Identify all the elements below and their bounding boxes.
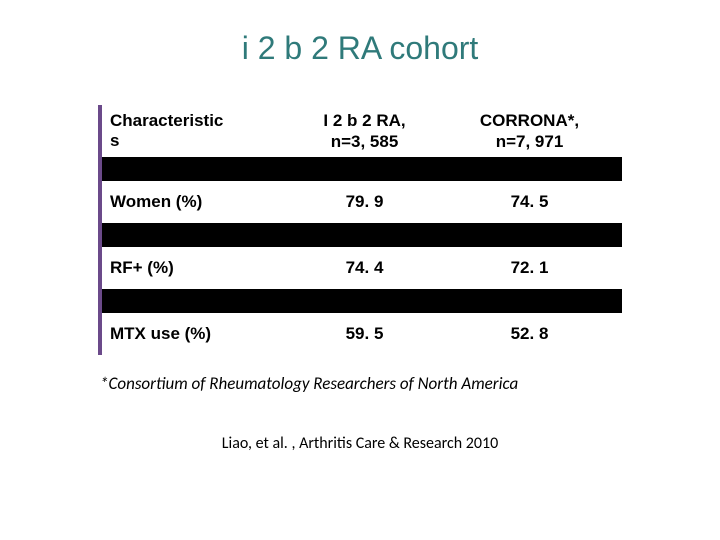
row-val-i2b2: 74. 4 bbox=[292, 247, 437, 289]
row-label: Women (%) bbox=[102, 181, 292, 223]
row-label: RF+ (%) bbox=[102, 247, 292, 289]
table-header-row: Characteristic s I 2 b 2 RA, n=3, 585 CO… bbox=[102, 105, 622, 157]
comparison-table: Characteristic s I 2 b 2 RA, n=3, 585 CO… bbox=[98, 105, 622, 355]
row-separator bbox=[102, 223, 622, 247]
slide: i 2 b 2 RA cohort Characteristic s I 2 b… bbox=[0, 0, 720, 540]
footnote: *Consortium of Rheumatology Researchers … bbox=[100, 373, 620, 394]
table-row: Women (%) 79. 9 74. 5 bbox=[102, 181, 622, 223]
col2-line2: n=7, 971 bbox=[496, 131, 564, 152]
col-header-corrona: CORRONA*, n=7, 971 bbox=[437, 105, 622, 157]
col1-line1: I 2 b 2 RA, bbox=[323, 110, 405, 131]
slide-title: i 2 b 2 RA cohort bbox=[0, 30, 720, 67]
table-row: MTX use (%) 59. 5 52. 8 bbox=[102, 313, 622, 355]
row-val-corrona: 74. 5 bbox=[437, 181, 622, 223]
row-separator bbox=[102, 157, 622, 181]
citation: Liao, et al. , Arthritis Care & Research… bbox=[0, 434, 720, 453]
row-label: MTX use (%) bbox=[102, 313, 292, 355]
row-val-corrona: 52. 8 bbox=[437, 313, 622, 355]
col2-line1: CORRONA*, bbox=[480, 110, 579, 131]
row-val-i2b2: 79. 9 bbox=[292, 181, 437, 223]
col-header-i2b2: I 2 b 2 RA, n=3, 585 bbox=[292, 105, 437, 157]
col0-line1: Characteristic bbox=[110, 111, 223, 130]
row-val-i2b2: 59. 5 bbox=[292, 313, 437, 355]
col-header-characteristic: Characteristic s bbox=[102, 105, 292, 157]
row-separator bbox=[102, 289, 622, 313]
row-val-corrona: 72. 1 bbox=[437, 247, 622, 289]
col1-line2: n=3, 585 bbox=[331, 131, 399, 152]
table-row: RF+ (%) 74. 4 72. 1 bbox=[102, 247, 622, 289]
col0-line2: s bbox=[110, 131, 119, 150]
